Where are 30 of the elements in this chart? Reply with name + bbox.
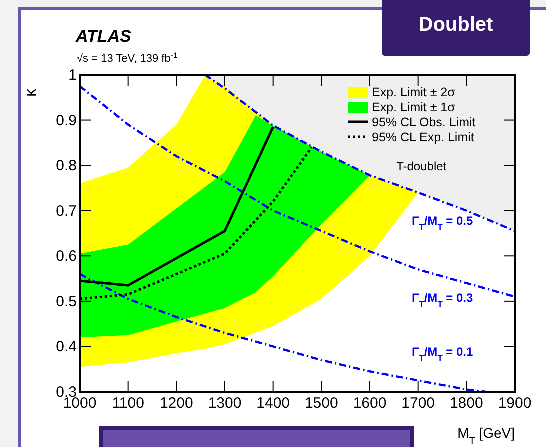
- annotation: T-doublet: [396, 160, 448, 174]
- y-tick-label: 0.8: [56, 158, 77, 175]
- x-tick-label: 1700: [402, 395, 436, 412]
- x-tick-label: 1200: [160, 395, 194, 412]
- line-series: [80, 273, 488, 392]
- y-tick-label: 1: [68, 67, 77, 84]
- y-axis-title: κ: [23, 88, 40, 97]
- x-tick-label: 1400: [256, 395, 290, 412]
- x-tick-label: 1300: [208, 395, 242, 412]
- chart-title: ATLAS: [75, 27, 132, 46]
- y-tick-label: 0.4: [56, 338, 77, 356]
- x-tick-label: 1900: [498, 395, 532, 412]
- legend-label: Exp. Limit ± 1σ: [372, 100, 456, 114]
- x-tick-label: 1500: [304, 395, 338, 412]
- annotation: Γ$_{T}$/M$_{T}$ = 0.3: [412, 291, 474, 309]
- text: Doublet: [418, 14, 494, 36]
- chart-subtitle: √s = 13 TeV, 139 fb$^{-1}$: [77, 50, 178, 65]
- y-tick-label: 0.5: [56, 293, 77, 310]
- legend-label: 95% CL Exp. Limit: [372, 130, 475, 144]
- annotation: Γ$_{T}$/M$_{T}$ = 0.5: [412, 214, 474, 232]
- y-tick-label: 0.9: [56, 112, 77, 130]
- x-tick-label: 1100: [112, 395, 144, 412]
- legend-label: Exp. Limit ± 2σ: [372, 86, 456, 100]
- y-tick-label: 0.7: [56, 202, 77, 220]
- x-tick-label: 1800: [450, 395, 484, 412]
- x-tick-label: 1600: [353, 395, 387, 412]
- y-tick-label: 0.6: [56, 248, 77, 266]
- legend-label: 95% CL Obs. Limit: [372, 116, 476, 130]
- annotation: Γ$_{T}$/M$_{T}$ = 0.1: [412, 345, 474, 363]
- x-axis-title: M$_{T}$ [GeV]: [458, 425, 515, 446]
